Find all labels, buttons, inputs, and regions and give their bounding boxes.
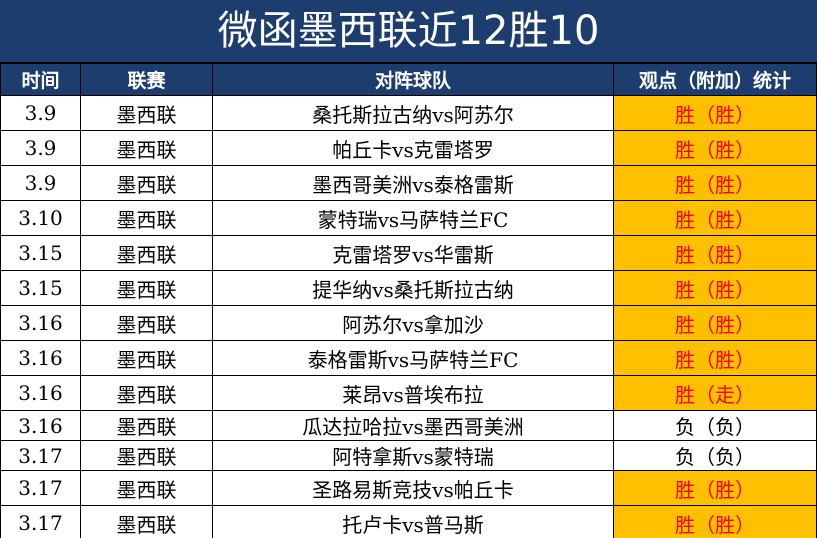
table-row: 3.16 墨西联 瓜达拉哈拉vs墨西哥美洲 负（负） xyxy=(0,410,817,441)
cell-match[interactable]: 泰格雷斯vs马萨特兰FC xyxy=(212,340,614,376)
cell-match[interactable]: 阿特拿斯vs蒙特瑞 xyxy=(212,440,614,471)
header-result: 观点（附加）统计 xyxy=(613,63,817,96)
cell-league[interactable]: 墨西联 xyxy=(80,200,213,236)
cell-match[interactable]: 莱昂vs普埃布拉 xyxy=(212,375,614,411)
table-row: 3.17 墨西联 阿特拿斯vs蒙特瑞 负（负） xyxy=(0,440,817,471)
cell-match[interactable]: 蒙特瑞vs马萨特兰FC xyxy=(212,200,614,236)
cell-result[interactable]: 胜（胜） xyxy=(613,200,817,236)
cell-league[interactable]: 墨西联 xyxy=(80,130,213,166)
cell-result[interactable]: 胜（走） xyxy=(613,375,817,411)
cell-match[interactable]: 克雷塔罗vs华雷斯 xyxy=(212,235,614,271)
cell-date[interactable]: 3.9 xyxy=(0,165,81,201)
table-row: 3.9 墨西联 墨西哥美洲vs泰格雷斯 胜（胜） xyxy=(0,165,817,201)
cell-result[interactable]: 胜（胜） xyxy=(613,470,817,506)
cell-date[interactable]: 3.17 xyxy=(0,505,81,538)
header-league: 联赛 xyxy=(80,63,213,96)
table-row: 3.17 墨西联 托卢卡vs普马斯 胜（胜） xyxy=(0,505,817,538)
table-row: 3.16 墨西联 阿苏尔vs拿加沙 胜（胜） xyxy=(0,305,817,341)
cell-result[interactable]: 胜（胜） xyxy=(613,95,817,131)
cell-date[interactable]: 3.15 xyxy=(0,270,81,306)
cell-league[interactable]: 墨西联 xyxy=(80,375,213,411)
cell-league[interactable]: 墨西联 xyxy=(80,235,213,271)
cell-result[interactable]: 胜（胜） xyxy=(613,235,817,271)
cell-match[interactable]: 提华纳vs桑托斯拉古纳 xyxy=(212,270,614,306)
cell-date[interactable]: 3.17 xyxy=(0,470,81,506)
table-header-row: 时间 联赛 对阵球队 观点（附加）统计 xyxy=(0,63,817,96)
cell-league[interactable]: 墨西联 xyxy=(80,440,213,471)
cell-match[interactable]: 帕丘卡vs克雷塔罗 xyxy=(212,130,614,166)
results-table: 时间 联赛 对阵球队 观点（附加）统计 3.9 墨西联 桑托斯拉古纳vs阿苏尔 … xyxy=(0,63,817,538)
header-match: 对阵球队 xyxy=(212,63,614,96)
cell-league[interactable]: 墨西联 xyxy=(80,505,213,538)
cell-match[interactable]: 桑托斯拉古纳vs阿苏尔 xyxy=(212,95,614,131)
cell-league[interactable]: 墨西联 xyxy=(80,95,213,131)
cell-date[interactable]: 3.17 xyxy=(0,440,81,471)
table-row: 3.9 墨西联 帕丘卡vs克雷塔罗 胜（胜） xyxy=(0,130,817,166)
cell-date[interactable]: 3.16 xyxy=(0,340,81,376)
cell-match[interactable]: 圣路易斯竞技vs帕丘卡 xyxy=(212,470,614,506)
cell-match[interactable]: 墨西哥美洲vs泰格雷斯 xyxy=(212,165,614,201)
cell-league[interactable]: 墨西联 xyxy=(80,270,213,306)
cell-league[interactable]: 墨西联 xyxy=(80,165,213,201)
cell-league[interactable]: 墨西联 xyxy=(80,305,213,341)
table-row: 3.15 墨西联 提华纳vs桑托斯拉古纳 胜（胜） xyxy=(0,270,817,306)
cell-date[interactable]: 3.16 xyxy=(0,305,81,341)
header-date: 时间 xyxy=(0,63,81,96)
sheet-title: 微函墨西联近12胜10 xyxy=(0,0,817,63)
cell-match[interactable]: 托卢卡vs普马斯 xyxy=(212,505,614,538)
table-row: 3.16 墨西联 莱昂vs普埃布拉 胜（走） xyxy=(0,375,817,411)
cell-match[interactable]: 阿苏尔vs拿加沙 xyxy=(212,305,614,341)
cell-result[interactable]: 胜（胜） xyxy=(613,505,817,538)
cell-result[interactable]: 负（负） xyxy=(613,440,817,471)
cell-result[interactable]: 胜（胜） xyxy=(613,165,817,201)
cell-result[interactable]: 负（负） xyxy=(613,410,817,441)
cell-date[interactable]: 3.15 xyxy=(0,235,81,271)
cell-league[interactable]: 墨西联 xyxy=(80,410,213,441)
table-row: 3.17 墨西联 圣路易斯竞技vs帕丘卡 胜（胜） xyxy=(0,470,817,506)
cell-result[interactable]: 胜（胜） xyxy=(613,305,817,341)
table-row: 3.15 墨西联 克雷塔罗vs华雷斯 胜（胜） xyxy=(0,235,817,271)
cell-date[interactable]: 3.9 xyxy=(0,95,81,131)
cell-date[interactable]: 3.10 xyxy=(0,200,81,236)
cell-result[interactable]: 胜（胜） xyxy=(613,130,817,166)
cell-date[interactable]: 3.16 xyxy=(0,410,81,441)
cell-date[interactable]: 3.9 xyxy=(0,130,81,166)
table-row: 3.16 墨西联 泰格雷斯vs马萨特兰FC 胜（胜） xyxy=(0,340,817,376)
cell-match[interactable]: 瓜达拉哈拉vs墨西哥美洲 xyxy=(212,410,614,441)
table-row: 3.10 墨西联 蒙特瑞vs马萨特兰FC 胜（胜） xyxy=(0,200,817,236)
cell-result[interactable]: 胜（胜） xyxy=(613,340,817,376)
cell-league[interactable]: 墨西联 xyxy=(80,470,213,506)
cell-league[interactable]: 墨西联 xyxy=(80,340,213,376)
table-row: 3.9 墨西联 桑托斯拉古纳vs阿苏尔 胜（胜） xyxy=(0,95,817,131)
cell-result[interactable]: 胜（胜） xyxy=(613,270,817,306)
cell-date[interactable]: 3.16 xyxy=(0,375,81,411)
